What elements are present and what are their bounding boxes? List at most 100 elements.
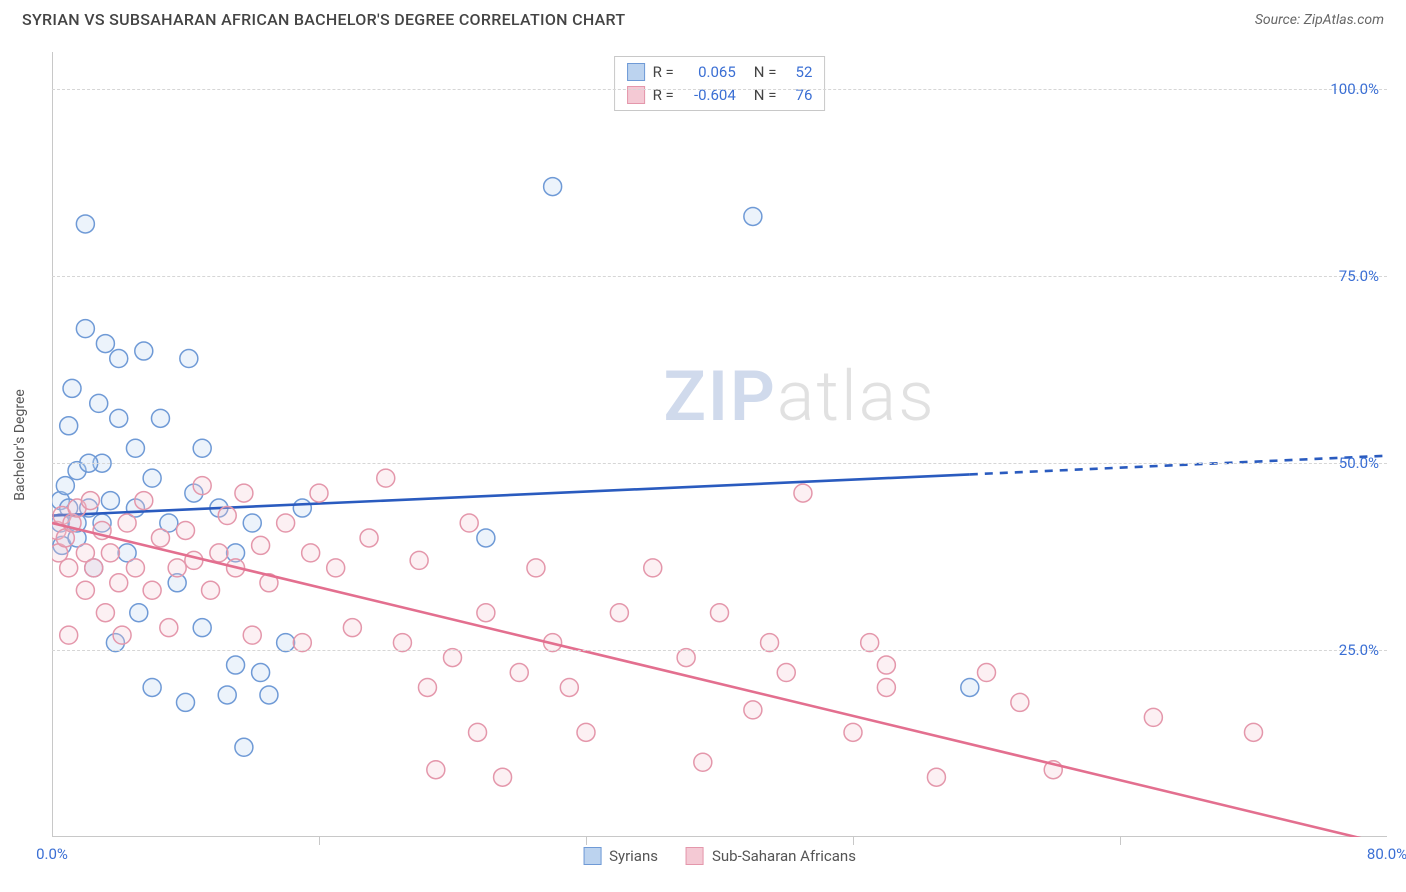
data-point: [844, 723, 862, 741]
data-point: [143, 678, 161, 696]
stat-r-value: -0.604: [682, 84, 736, 107]
data-point: [460, 514, 478, 532]
data-point: [877, 678, 895, 696]
data-point: [577, 723, 595, 741]
data-point: [644, 559, 662, 577]
data-point: [877, 656, 895, 674]
data-point: [202, 581, 220, 599]
data-point: [110, 350, 128, 368]
data-point: [96, 335, 114, 353]
data-point: [101, 492, 119, 510]
data-point: [444, 649, 462, 667]
data-point: [360, 529, 378, 547]
data-point: [143, 581, 161, 599]
stats-row: R =-0.604N =76: [627, 84, 813, 107]
data-point: [118, 514, 136, 532]
data-point: [544, 178, 562, 196]
y-tick-label: 75.0%: [1339, 267, 1379, 285]
legend: Syrians Sub-Saharan Africans: [583, 847, 856, 865]
data-point: [978, 664, 996, 682]
stat-r-label: R =: [653, 84, 674, 107]
data-point: [744, 207, 762, 225]
data-point: [185, 551, 203, 569]
trend-line-extrapolated: [970, 456, 1387, 475]
data-point: [60, 417, 78, 435]
stat-n-value: 52: [784, 61, 812, 84]
data-point: [135, 492, 153, 510]
data-point: [177, 521, 195, 539]
data-point: [761, 634, 779, 652]
data-point: [961, 678, 979, 696]
data-point: [252, 664, 270, 682]
data-point: [777, 664, 795, 682]
source-label: Source: ZipAtlas.com: [1255, 12, 1384, 28]
gridline: [52, 463, 1387, 464]
data-point: [277, 514, 295, 532]
data-point: [243, 514, 261, 532]
chart-area: Bachelor's Degree ZIPatlas R =0.065N =52…: [52, 52, 1387, 837]
data-point: [293, 499, 311, 517]
series-swatch: [627, 63, 645, 81]
data-point: [177, 693, 195, 711]
x-tick-mark: [853, 837, 854, 845]
data-point: [1011, 693, 1029, 711]
data-point: [794, 484, 812, 502]
data-point: [60, 626, 78, 644]
data-point: [76, 215, 94, 233]
data-point: [168, 559, 186, 577]
stats-box: R =0.065N =52R =-0.604N =76: [614, 56, 826, 111]
data-point: [56, 477, 74, 495]
data-point: [60, 559, 78, 577]
x-tick-label: 0.0%: [36, 845, 68, 863]
legend-item: Sub-Saharan Africans: [686, 847, 856, 865]
data-point: [677, 649, 695, 667]
data-point: [252, 536, 270, 554]
y-tick-label: 100.0%: [1330, 80, 1379, 98]
data-point: [193, 477, 211, 495]
data-point: [130, 604, 148, 622]
data-point: [310, 484, 328, 502]
data-point: [135, 342, 153, 360]
x-tick-label: 80.0%: [1367, 845, 1406, 863]
data-point: [527, 559, 545, 577]
data-point: [410, 551, 428, 569]
data-point: [110, 409, 128, 427]
data-point: [193, 619, 211, 637]
legend-label: Syrians: [609, 847, 658, 865]
gridline: [52, 276, 1387, 277]
legend-label: Sub-Saharan Africans: [712, 847, 856, 865]
data-point: [927, 768, 945, 786]
data-point: [180, 350, 198, 368]
legend-item: Syrians: [583, 847, 658, 865]
data-point: [694, 753, 712, 771]
data-point: [861, 634, 879, 652]
scatter-plot: [52, 52, 1387, 837]
data-point: [113, 626, 131, 644]
data-point: [393, 634, 411, 652]
x-tick-mark: [1120, 837, 1121, 845]
y-axis-label: Bachelor's Degree: [12, 389, 28, 501]
data-point: [418, 678, 436, 696]
data-point: [101, 544, 119, 562]
stat-r-label: R =: [653, 61, 674, 84]
data-point: [711, 604, 729, 622]
data-point: [151, 529, 169, 547]
data-point: [243, 626, 261, 644]
data-point: [76, 581, 94, 599]
data-point: [510, 664, 528, 682]
stats-row: R =0.065N =52: [627, 61, 813, 84]
data-point: [76, 320, 94, 338]
data-point: [293, 634, 311, 652]
gridline: [52, 650, 1387, 651]
data-point: [427, 761, 445, 779]
data-point: [85, 559, 103, 577]
legend-swatch: [686, 847, 704, 865]
data-point: [126, 559, 144, 577]
data-point: [218, 686, 236, 704]
data-point: [377, 469, 395, 487]
data-point: [560, 678, 578, 696]
x-tick-mark: [586, 837, 587, 845]
stat-n-value: 76: [784, 84, 812, 107]
x-tick-mark: [319, 837, 320, 845]
data-point: [96, 604, 114, 622]
